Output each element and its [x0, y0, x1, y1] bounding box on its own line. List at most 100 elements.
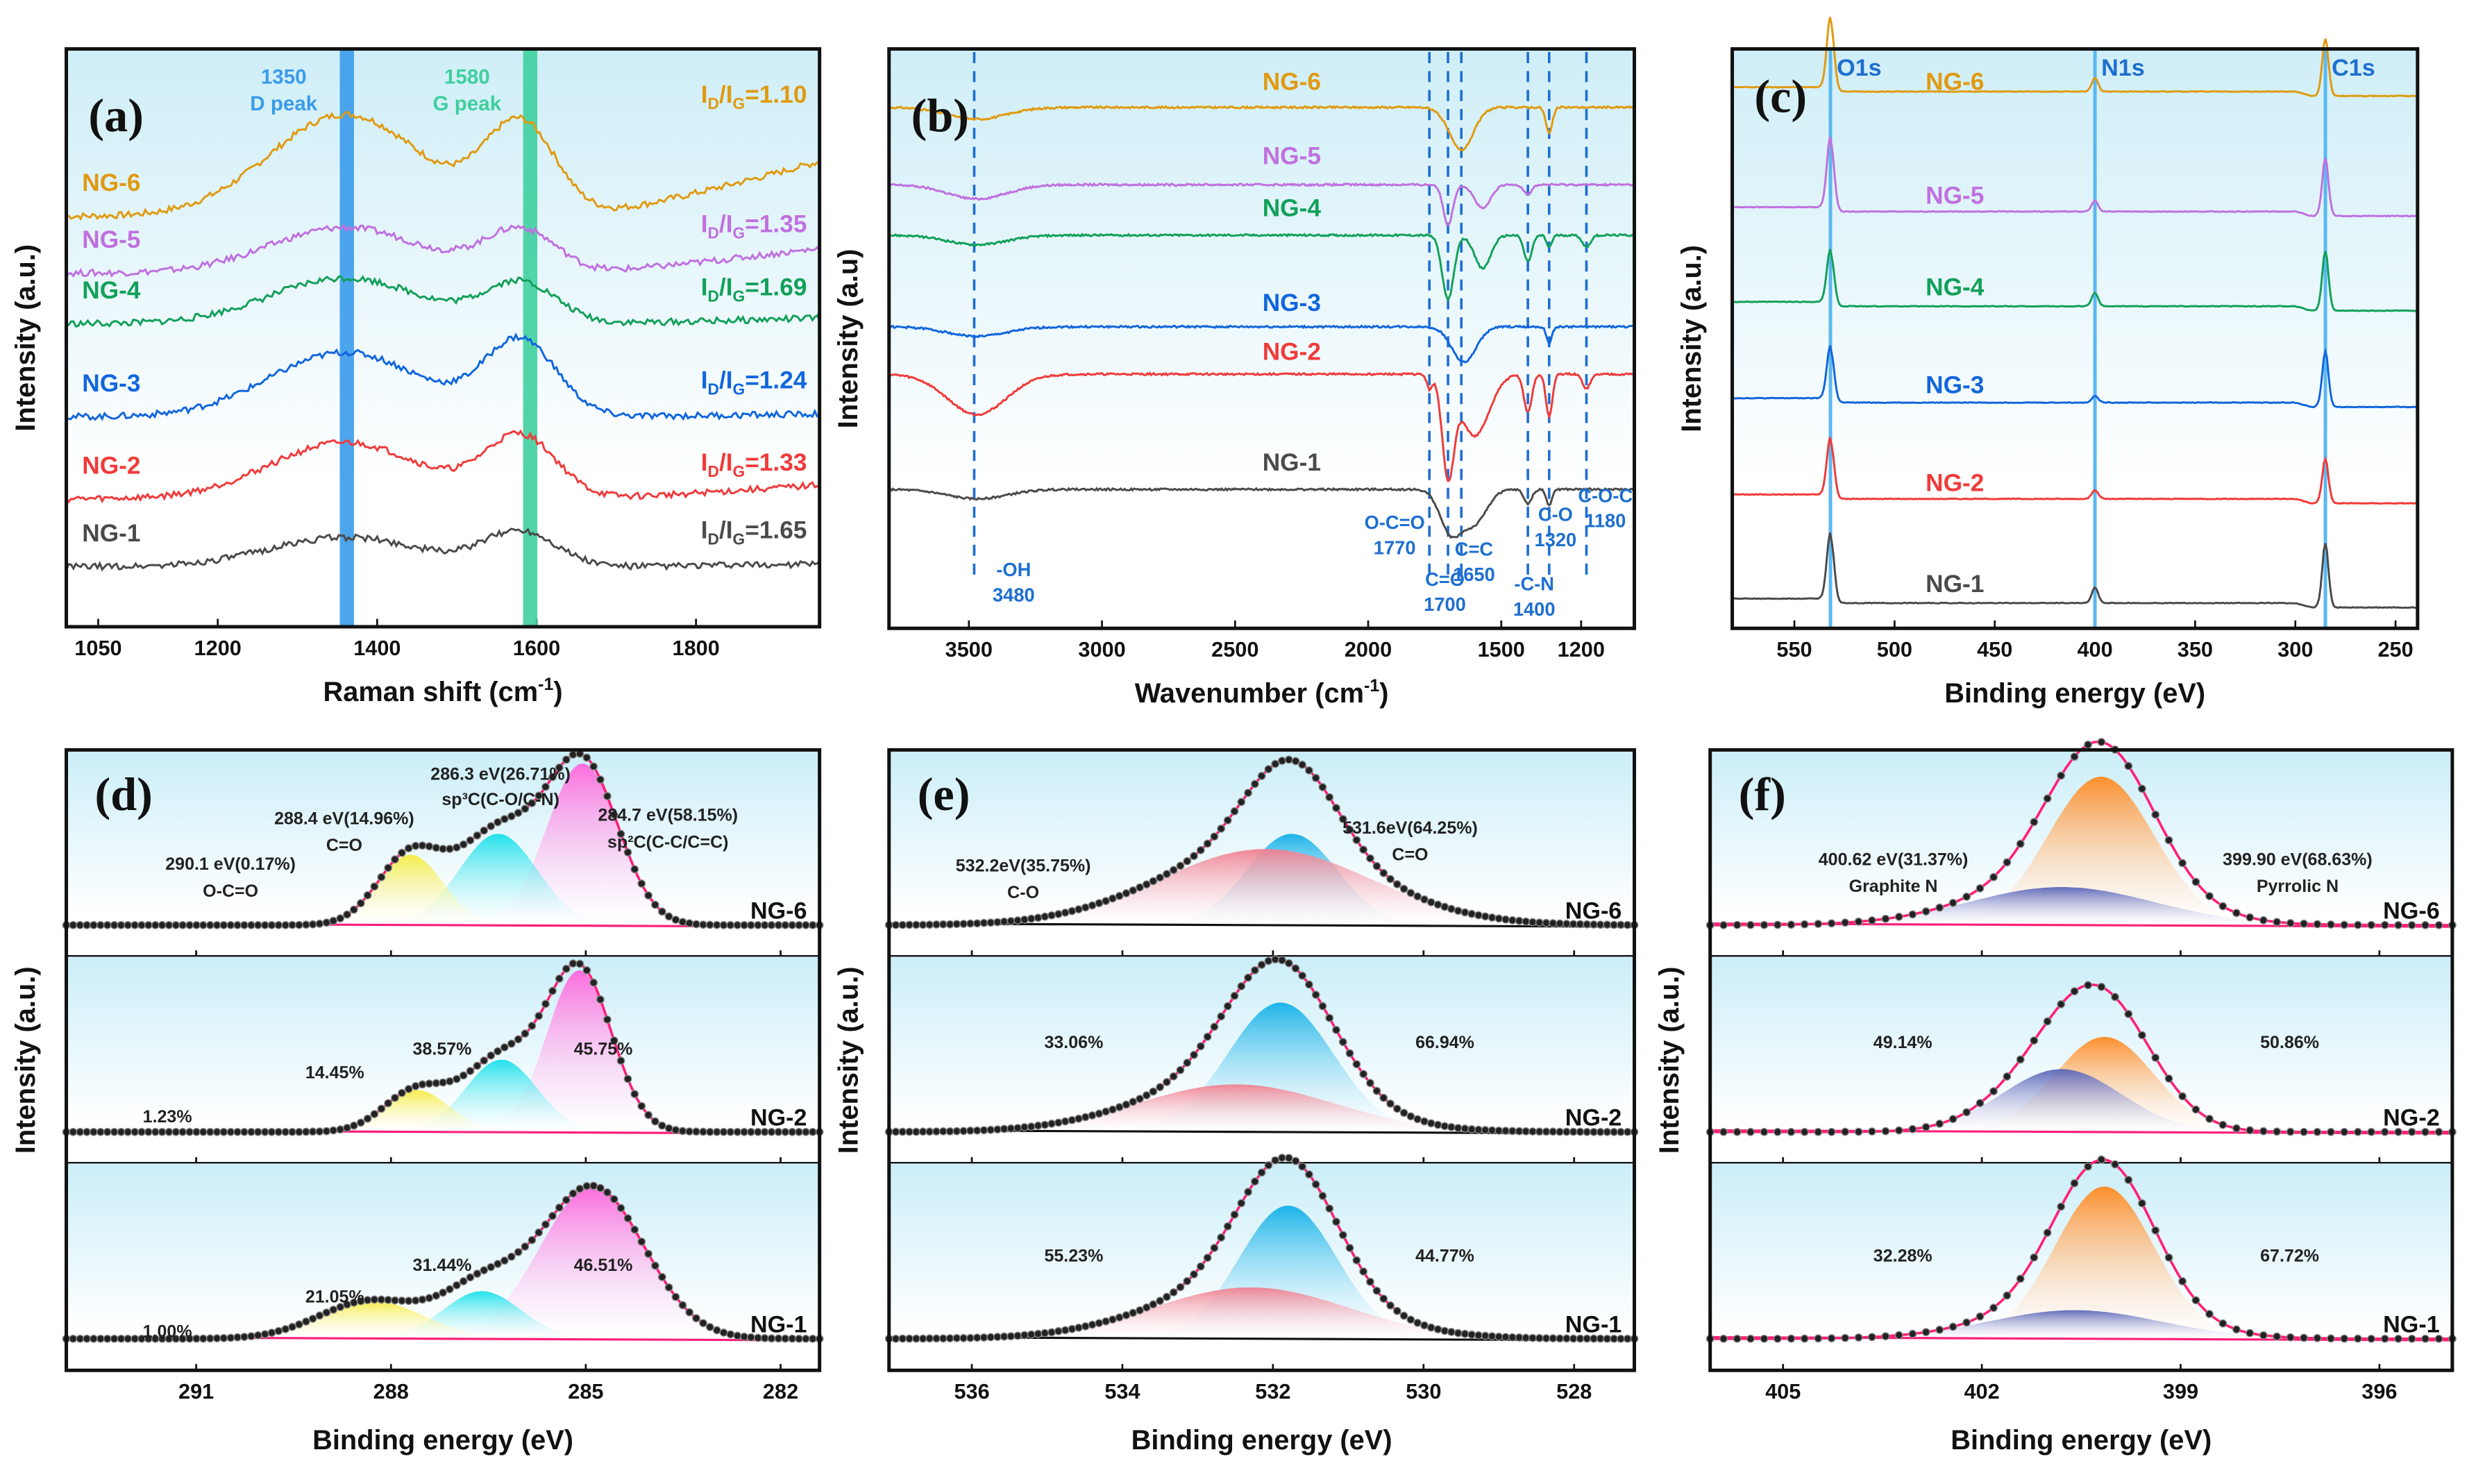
- data-point: [130, 1334, 140, 1343]
- data-point: [966, 919, 975, 928]
- data-point: [2232, 909, 2241, 918]
- data-point: [719, 1328, 728, 1337]
- data-point: [500, 1256, 509, 1265]
- ratio-part: D: [708, 94, 719, 112]
- data-point: [432, 843, 441, 852]
- data-point: [322, 1308, 331, 1317]
- raman-series-line: [65, 275, 820, 328]
- raman-series-line: [65, 429, 820, 504]
- data-point: [103, 1127, 112, 1136]
- data-point: [1406, 888, 1415, 897]
- data-point: [1433, 1325, 1442, 1334]
- sample-label: NG-6: [2383, 898, 2440, 925]
- series-label: NG-1: [1263, 449, 1321, 476]
- x-tick-label: 536: [954, 1379, 989, 1403]
- data-point: [514, 1035, 523, 1044]
- data-point: [1169, 1072, 1178, 1081]
- data-point: [1095, 1319, 1104, 1328]
- x-tick-label: 1200: [1558, 637, 1605, 661]
- x-tick-label: 3000: [1078, 637, 1125, 661]
- series-label: NG-5: [1926, 182, 1984, 209]
- xps-survey-line: [1732, 137, 2417, 218]
- data-point: [596, 995, 605, 1004]
- data-point: [2340, 1127, 2349, 1136]
- data-point: [1399, 1311, 1408, 1320]
- data-point: [1291, 1156, 1300, 1165]
- data-point: [1311, 1180, 1320, 1189]
- data-point: [274, 1326, 283, 1335]
- data-point: [1746, 1127, 1755, 1136]
- data-point: [2191, 877, 2200, 886]
- ftir-series-line: [889, 487, 1635, 539]
- g-peak-band: [523, 49, 538, 627]
- data-point: [308, 1314, 317, 1323]
- data-point: [609, 1036, 618, 1045]
- data-point: [1372, 861, 1381, 870]
- data-point: [459, 840, 468, 849]
- data-point: [589, 762, 598, 771]
- data-point: [1494, 914, 1504, 923]
- data-point: [2367, 1334, 2376, 1343]
- data-point: [1623, 1334, 1632, 1343]
- data-point: [740, 1332, 749, 1341]
- data-point: [1129, 1097, 1138, 1106]
- data-point: [1264, 956, 1273, 966]
- data-point: [1447, 1122, 1456, 1131]
- data-point: [1338, 1038, 1347, 1047]
- subpanel-NG-1: NG-1 32.28% 67.72%: [1706, 1155, 2457, 1372]
- subpanel-NG-2: NG-2 1.23% 14.45% 38.57% 45.75%: [62, 956, 824, 1165]
- x-tick-label: 1600: [513, 636, 560, 660]
- data-point: [69, 1127, 78, 1136]
- data-point: [459, 1277, 468, 1285]
- data-point: [1061, 908, 1070, 917]
- data-point: [466, 1067, 475, 1075]
- xps-survey-line: [1732, 345, 2417, 409]
- data-point: [76, 1334, 85, 1343]
- data-point: [110, 1127, 119, 1136]
- data-point: [1061, 1117, 1070, 1126]
- data-point: [905, 1127, 914, 1136]
- data-point: [582, 1181, 591, 1190]
- data-point: [1075, 905, 1083, 914]
- data-point: [2327, 1127, 2335, 1136]
- data-point: [2232, 1325, 2241, 1334]
- data-point: [363, 891, 372, 900]
- x-axis-title-text: Binding energy (eV): [312, 1425, 573, 1456]
- data-point: [384, 1099, 393, 1108]
- data-point: [1426, 1119, 1435, 1128]
- data-point: [2030, 818, 2039, 827]
- data-point: [2070, 987, 2079, 996]
- data-point: [2300, 1127, 2308, 1136]
- ratio-part: D: [708, 530, 719, 548]
- data-point: [521, 1242, 530, 1251]
- data-point: [1244, 789, 1252, 798]
- fitted-component-peak: [889, 849, 1635, 925]
- data-point: [562, 1195, 571, 1204]
- x-tick-label: 2500: [1211, 637, 1258, 661]
- data-point: [1528, 918, 1537, 927]
- data-point: [219, 920, 228, 929]
- data-point: [69, 920, 78, 929]
- data-point: [1440, 1326, 1449, 1335]
- data-point: [1291, 964, 1300, 973]
- data-point: [1399, 1108, 1408, 1118]
- sample-label: NG-1: [1565, 1312, 1622, 1338]
- data-point: [891, 920, 900, 929]
- data-point: [507, 811, 516, 820]
- data-point: [733, 1127, 742, 1136]
- data-point: [1800, 1334, 1809, 1343]
- data-point: [541, 782, 550, 791]
- data-point: [1068, 1324, 1077, 1333]
- data-point: [2246, 1329, 2255, 1338]
- data-point: [404, 1297, 413, 1306]
- data-point: [288, 1322, 296, 1331]
- data-point: [1549, 1334, 1558, 1342]
- data-point: [1535, 1127, 1544, 1136]
- data-point: [507, 1039, 516, 1048]
- data-point: [664, 1283, 673, 1292]
- data-point: [1102, 897, 1111, 905]
- component-percent-label: 46.51%: [574, 1256, 633, 1275]
- data-point: [952, 1127, 961, 1136]
- data-point: [336, 914, 345, 922]
- data-point: [356, 899, 365, 908]
